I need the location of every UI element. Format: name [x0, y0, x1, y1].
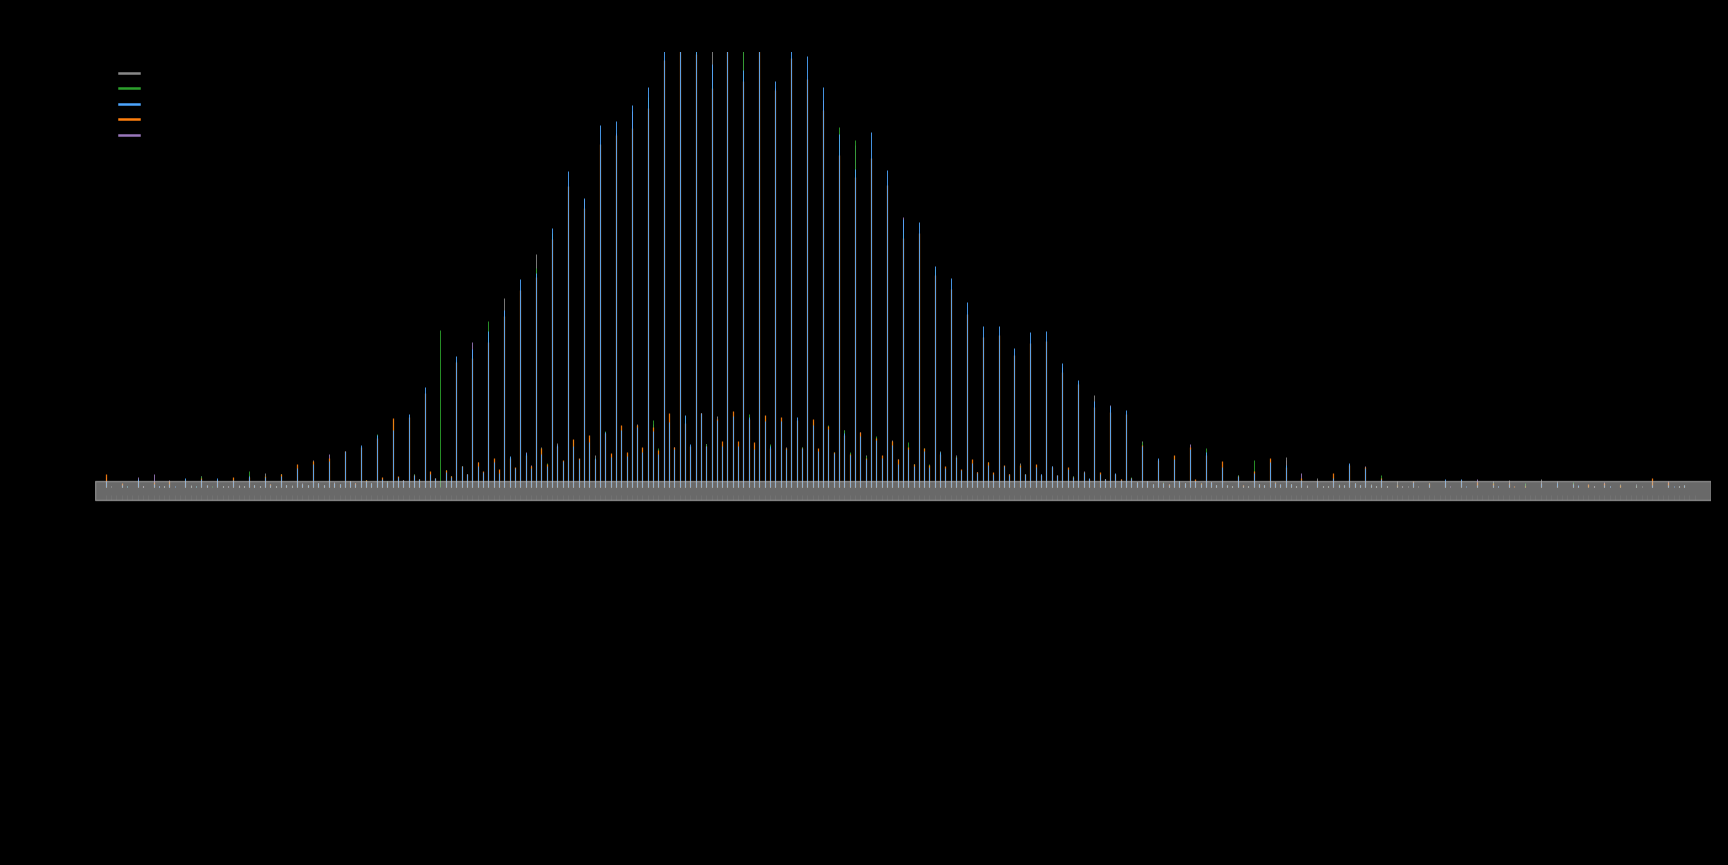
- Bar: [95, 481, 1711, 500]
- Legend: replicate 1, replicate 2, replicate 3, replicate 4, replicate 5: replicate 1, replicate 2, replicate 3, r…: [118, 67, 204, 143]
